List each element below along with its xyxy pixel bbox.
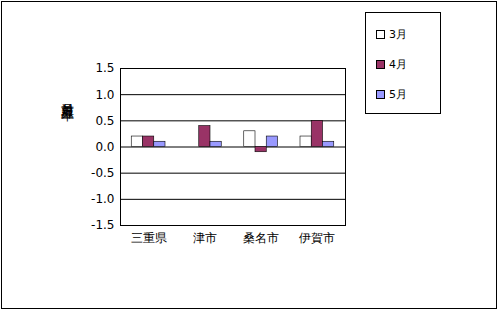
svg-text:-1.5: -1.5 — [91, 218, 114, 232]
html-text:対前月上昇率: 対前月上昇率 — [60, 92, 75, 98]
svg-text:1.0: 1.0 — [95, 88, 114, 102]
html-text:3月: 3月 — [389, 27, 407, 41]
svg-text:桑名市: 桑名市 — [243, 231, 279, 245]
svg-text:津市: 津市 — [193, 231, 217, 245]
svg-text:0.5: 0.5 — [95, 114, 114, 128]
svg-text:-1.0: -1.0 — [91, 192, 114, 206]
svg-text:-0.5: -0.5 — [91, 166, 114, 180]
html-text:4月: 4月 — [389, 57, 407, 71]
svg-text:伊賀市: 伊賀市 — [299, 231, 335, 245]
svg-text:三重県: 三重県 — [131, 231, 167, 245]
html-text:5月: 5月 — [389, 87, 407, 101]
svg-text:0.0: 0.0 — [95, 140, 114, 154]
svg-text:1.5: 1.5 — [95, 61, 114, 75]
